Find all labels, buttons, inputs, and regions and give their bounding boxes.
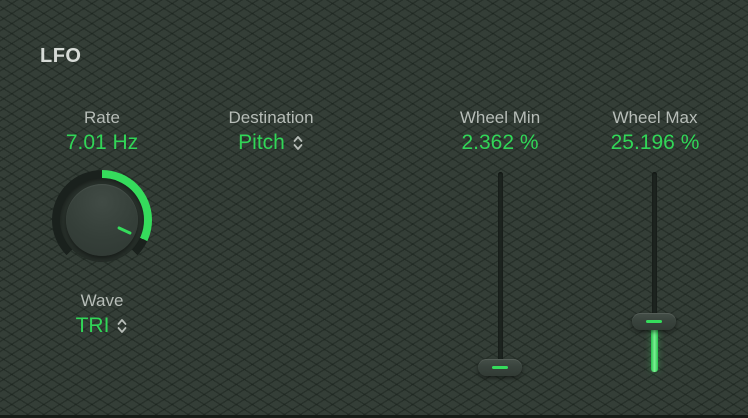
- wheel-max-slider-handle[interactable]: [632, 313, 676, 331]
- slider-track[interactable]: [651, 172, 657, 372]
- wheel-min-value[interactable]: 2.362 %: [461, 131, 539, 154]
- wheel-min-slider[interactable]: [478, 172, 522, 376]
- panel-title: LFO: [40, 45, 82, 67]
- wave-dropdown[interactable]: TRI: [12, 314, 192, 338]
- panel-bottom-edge: [0, 415, 748, 418]
- wheel-min-label: Wheel Min: [459, 108, 541, 127]
- knob-face: [66, 184, 138, 256]
- wheel-max-value[interactable]: 25.196 %: [610, 131, 700, 154]
- chevron-updown-icon: [118, 319, 127, 333]
- destination-dropdown-value: Pitch: [238, 131, 285, 154]
- wave-dropdown-value: TRI: [75, 314, 110, 337]
- destination-dropdown[interactable]: Pitch: [181, 131, 361, 155]
- slider-handle-line-icon: [646, 320, 662, 324]
- chevron-updown-icon: [293, 136, 303, 150]
- wave-label: Wave: [80, 291, 124, 310]
- slider-fill: [650, 321, 658, 372]
- slider-handle-line-icon: [492, 365, 508, 369]
- wheel-min-slider-handle[interactable]: [478, 358, 522, 376]
- wheel-max-slider[interactable]: [632, 172, 676, 372]
- destination-label: Destination: [228, 108, 314, 127]
- rate-knob[interactable]: [52, 170, 152, 270]
- wheel-max-label: Wheel Max: [612, 108, 698, 127]
- slider-track[interactable]: [497, 172, 503, 372]
- knob-indicator-icon: [117, 225, 132, 236]
- rate-label: Rate: [84, 108, 120, 127]
- rate-value[interactable]: 7.01 Hz: [65, 131, 139, 154]
